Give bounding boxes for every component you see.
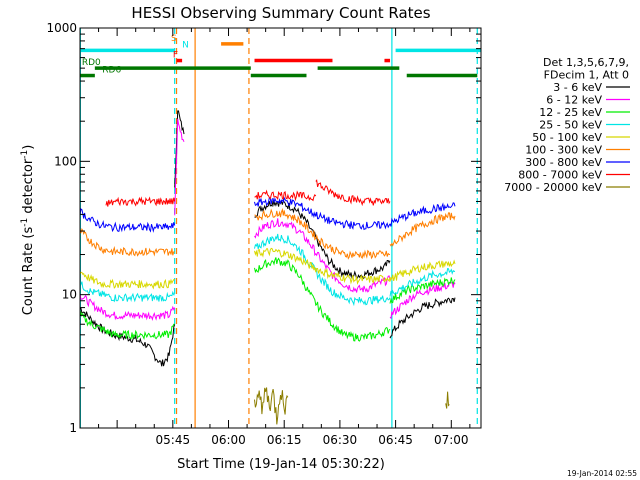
series-25-50-kev: [80, 233, 456, 307]
series-line: [254, 196, 391, 231]
series-line: [389, 202, 456, 227]
y-tick-label: 100: [54, 154, 77, 168]
legend-entry-label: 6 - 12 keV: [546, 94, 602, 107]
series-line: [315, 179, 391, 207]
series-300-800-kev: [80, 196, 456, 233]
series-line: [80, 208, 176, 233]
y-label-sup: -1: [20, 150, 30, 159]
chart-title: HESSI Observing Summary Count Rates: [131, 4, 430, 22]
legend-header: FDecim 1, Att 0: [544, 69, 629, 82]
series-line: [254, 247, 391, 285]
legend-header: Det 1,3,5,6,7,9,: [543, 56, 629, 69]
series-line: [80, 293, 176, 321]
series-line: [80, 281, 175, 303]
state-bar-label: RD0: [82, 58, 101, 68]
series-line: [80, 228, 175, 257]
legend-entry-label: 12 - 25 keV: [539, 106, 602, 119]
series-line: [254, 257, 391, 342]
y-tick-label: 10: [62, 288, 77, 302]
series-line: [174, 110, 185, 188]
state-bar-label: RD6: [102, 66, 121, 76]
series-line: [389, 212, 456, 247]
y-label-part: detector: [21, 158, 36, 218]
legend-entry-label: 3 - 6 keV: [553, 81, 602, 94]
legend-entry-label: 800 - 7000 keV: [518, 169, 602, 182]
legend-entry-label: 100 - 300 keV: [525, 144, 602, 157]
y-label-part: Count Rate (s: [21, 227, 36, 316]
y-tick-label: 1000: [46, 21, 77, 35]
x-tick-label: 07:00: [434, 433, 469, 447]
series-line: [445, 391, 450, 409]
series-50-100-kev: [80, 247, 456, 290]
series-line: [80, 307, 176, 367]
series-line: [174, 118, 185, 216]
series-12-25-kev: [80, 257, 456, 342]
plot-frame: [79, 27, 482, 429]
series-line: [389, 259, 456, 282]
series-line: [254, 233, 391, 307]
axes: 1 10 100 1000 05:45 06:00 06:15 06:30 06:45 07:00: [46, 21, 482, 447]
legend-entry-label: 300 - 800 keV: [525, 156, 602, 169]
y-label-sup: -1: [20, 218, 30, 227]
series-line: [105, 196, 176, 207]
x-axis-label: Start Time (19-Jan-14 05:30:22): [177, 457, 385, 472]
series-800-7000-kev: [105, 179, 391, 207]
series-line: [80, 310, 175, 340]
series-line: [254, 207, 391, 260]
legend-entry-label: 7000 - 20000 keV: [504, 181, 602, 194]
series-line: [254, 189, 317, 202]
plot-clipped: [80, 28, 481, 428]
state-bar-label: S: [171, 34, 177, 44]
y-tick-label: 1: [69, 421, 77, 435]
y-label-part: ): [21, 145, 36, 150]
series-3-6-kev: [80, 110, 456, 367]
x-tick-label: 05:45: [156, 433, 191, 447]
x-tick-label: 06:45: [378, 433, 413, 447]
legend-entry-label: 25 - 50 keV: [539, 119, 602, 132]
legend-entry-label: 50 - 100 keV: [532, 131, 602, 144]
state-bar-label: N: [182, 40, 189, 50]
legend: Det 1,3,5,6,7,9,FDecim 1, Att 03 - 6 keV…: [504, 56, 630, 194]
generated-timestamp: 19-Jan-2014 02:55: [567, 469, 637, 478]
series-line: [389, 267, 456, 297]
series-line: [80, 271, 175, 290]
series-line: [389, 277, 456, 304]
series-line: [254, 218, 391, 293]
state-bar-label: F: [173, 51, 178, 61]
series-line: [389, 281, 456, 320]
series-line: [254, 387, 289, 425]
series-line: [389, 297, 456, 339]
series-100-300-kev: [80, 207, 456, 260]
series-7000-20000-kev: [254, 387, 450, 425]
series-line: [254, 198, 391, 280]
x-tick-label: 06:15: [267, 433, 302, 447]
series-6-12-kev: [80, 118, 456, 321]
x-tick-label: 06:30: [323, 433, 358, 447]
x-tick-label: 06:00: [211, 433, 246, 447]
y-axis-label: Count Rate (s-1 detector-1): [20, 145, 36, 316]
